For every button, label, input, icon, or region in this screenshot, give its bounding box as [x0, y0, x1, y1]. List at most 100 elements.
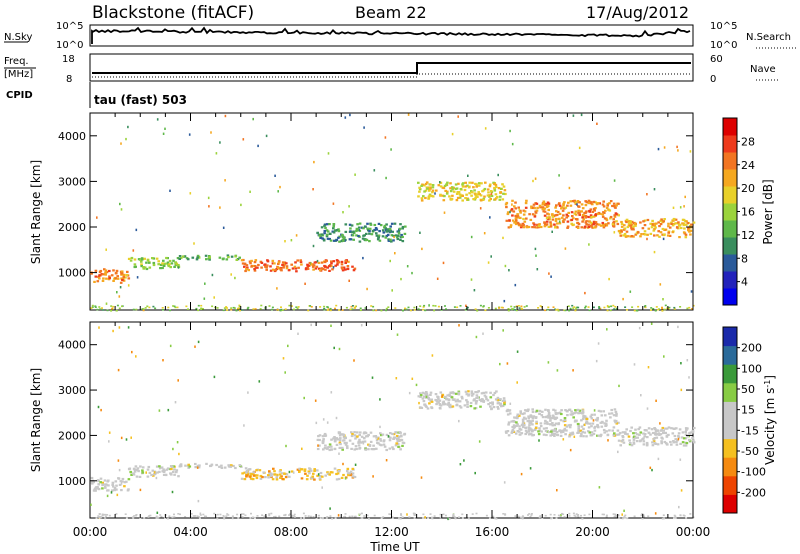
data-cell: [649, 232, 653, 235]
data-cell: [439, 391, 443, 394]
data-cell: [621, 435, 624, 438]
data-cell: [472, 399, 476, 402]
noise-cell: [247, 391, 249, 394]
data-cell: [564, 433, 567, 436]
data-cell: [481, 190, 484, 193]
data-cell: [475, 183, 478, 186]
noise-cell: [653, 250, 656, 254]
data-cell: [126, 270, 129, 273]
data-cell: [275, 476, 278, 479]
noise-cell: [379, 398, 381, 401]
data-cell: [101, 487, 104, 490]
ground-cell: [673, 517, 675, 519]
ground-cell: [173, 513, 175, 516]
data-cell: [248, 472, 251, 475]
ground-cell: [692, 304, 695, 307]
data-cell: [589, 214, 593, 217]
data-cell: [560, 409, 563, 412]
data-cell: [682, 222, 686, 225]
data-cell: [395, 437, 399, 440]
noise-cell: [118, 295, 121, 298]
ground-cell: [290, 305, 293, 307]
data-cell: [122, 279, 126, 282]
data-cell: [399, 448, 402, 451]
ground-cell: [111, 307, 114, 310]
data-cell: [423, 392, 427, 395]
data-cell: [403, 433, 406, 436]
data-cell: [545, 217, 549, 220]
data-cell: [663, 228, 666, 231]
data-cell: [504, 430, 508, 433]
data-cell: [165, 256, 168, 260]
data-cell: [159, 267, 162, 270]
nsky-trace: [91, 26, 691, 44]
data-cell: [299, 259, 302, 262]
data-cell: [318, 234, 321, 237]
ground-cell: [662, 514, 665, 516]
data-cell: [525, 199, 528, 202]
noise-cell: [231, 516, 234, 520]
data-cell: [557, 423, 560, 426]
ground-cell: [551, 517, 553, 519]
ground-cell: [498, 307, 501, 309]
ground-cell: [587, 306, 590, 308]
data-cell: [474, 391, 477, 394]
data-cell: [543, 225, 547, 228]
noise-cell: [613, 179, 616, 182]
data-cell: [553, 428, 557, 431]
data-cell: [332, 231, 336, 234]
data-cell: [267, 476, 270, 479]
ground-cell: [557, 309, 560, 312]
data-cell: [604, 209, 607, 212]
data-cell: [436, 395, 439, 398]
freq-label: Freq.: [4, 56, 29, 67]
ground-cell: [407, 306, 410, 309]
ground-cell: [102, 514, 105, 516]
data-cell: [133, 258, 137, 261]
data-cell: [632, 222, 636, 225]
noise-cell: [465, 304, 467, 307]
data-cell: [555, 431, 559, 434]
data-cell: [684, 430, 687, 433]
x-tick-label: 00:00: [73, 525, 108, 539]
data-cell: [524, 426, 527, 429]
data-cell: [562, 429, 566, 432]
data-cell: [259, 477, 263, 480]
data-cell: [613, 419, 617, 422]
noise-cell: [622, 297, 624, 301]
data-cell: [364, 435, 368, 438]
ground-cell: [115, 309, 118, 312]
ground-cell: [135, 514, 138, 516]
data-cell: [104, 271, 107, 274]
data-cell: [330, 445, 333, 448]
ground-cell: [160, 515, 163, 518]
ground-cell: [666, 307, 669, 309]
data-cell: [172, 465, 175, 468]
data-cell: [257, 263, 260, 267]
data-cell: [266, 260, 270, 263]
data-cell: [527, 430, 531, 433]
noise-cell: [135, 355, 137, 358]
noise-cell: [100, 408, 102, 412]
data-cell: [543, 207, 547, 210]
data-cell: [245, 267, 248, 270]
ground-cell: [297, 306, 300, 308]
data-cell: [313, 468, 316, 471]
data-cell: [323, 224, 326, 227]
data-cell: [417, 395, 421, 398]
noise-cell: [312, 188, 314, 191]
noise-cell: [509, 402, 512, 405]
noise-cell: [276, 473, 279, 477]
data-cell: [615, 220, 618, 223]
ground-cell: [661, 517, 664, 520]
data-cell: [424, 182, 428, 186]
data-cell: [303, 469, 307, 473]
ground-cell: [674, 517, 677, 519]
noise-cell: [677, 149, 679, 152]
data-cell: [515, 417, 519, 420]
ground-cell: [633, 515, 636, 518]
ground-cell: [689, 513, 692, 515]
data-cell: [554, 214, 557, 217]
data-cell: [277, 266, 280, 269]
data-cell: [657, 432, 661, 435]
